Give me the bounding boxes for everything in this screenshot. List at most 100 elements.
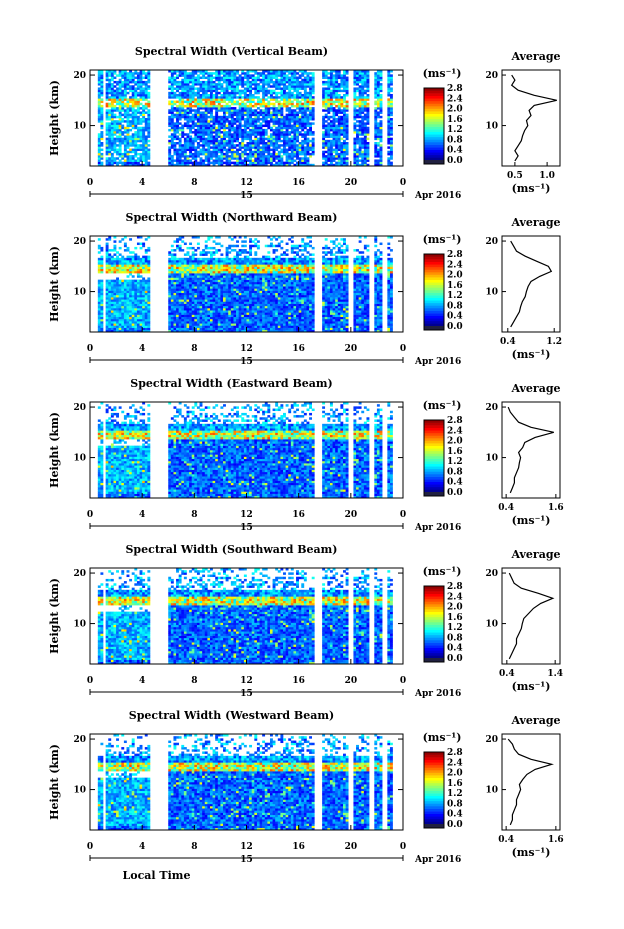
heatmap-cell — [262, 111, 266, 114]
heatmap-cell — [105, 157, 109, 160]
heatmap-cell — [126, 294, 130, 298]
heatmap-cell — [249, 150, 253, 154]
heatmap-cell — [217, 163, 221, 167]
heatmap-cell — [142, 155, 146, 158]
heatmap-cell — [168, 87, 172, 90]
heatmap-cell — [207, 74, 211, 77]
heatmap-cell — [139, 246, 143, 250]
heatmap-cell — [246, 133, 250, 136]
heatmap-cell — [126, 139, 130, 143]
heatmap-cell — [147, 297, 151, 300]
heatmap-cell — [110, 111, 114, 114]
heatmap-cell — [126, 98, 130, 101]
heatmap-cell — [196, 83, 200, 86]
heatmap-cell — [296, 102, 299, 106]
heatmap-cell — [126, 120, 130, 123]
heatmap-cell — [272, 107, 276, 110]
heatmap-cell — [283, 131, 286, 134]
heatmap-cell — [254, 139, 258, 143]
heatmap-cell — [243, 109, 247, 112]
heatmap-cell — [363, 163, 367, 167]
heatmap-cell — [100, 137, 104, 141]
heatmap-cell — [170, 94, 174, 97]
heatmap-cell — [108, 297, 112, 300]
heatmap-cell — [363, 139, 367, 143]
heatmap-cell — [207, 288, 211, 291]
heatmap-cell — [129, 150, 133, 154]
heatmap-cell — [358, 98, 362, 101]
heatmap-cell — [207, 314, 211, 318]
heatmap-cell — [186, 268, 190, 272]
heatmap-cell — [142, 126, 146, 130]
heatmap-cell — [202, 120, 206, 123]
heatmap-cell — [374, 142, 378, 145]
heatmap-cell — [194, 115, 198, 119]
heatmap-cell — [269, 72, 273, 75]
heatmap-cell — [113, 120, 117, 123]
heatmap-cell — [358, 89, 362, 93]
heatmap-cell — [259, 98, 263, 101]
heatmap-cell — [194, 294, 198, 298]
heatmap-cell — [241, 109, 245, 112]
heatmap-cell — [283, 76, 286, 80]
heatmap-cell — [147, 100, 151, 104]
heatmap-cell — [209, 277, 213, 280]
heatmap-cell — [296, 157, 299, 160]
heatmap-cell — [374, 78, 378, 82]
heatmap-cell — [191, 98, 195, 101]
heatmap-cell — [322, 137, 326, 141]
heatmap-cell — [196, 257, 200, 261]
heatmap-cell — [311, 152, 315, 156]
heatmap-cell — [340, 98, 344, 101]
heatmap-cell — [361, 133, 365, 136]
heatmap-cell — [147, 115, 151, 119]
heatmap-cell — [267, 76, 271, 80]
heatmap-cell — [249, 94, 253, 97]
heatmap-cell — [173, 284, 177, 287]
heatmap-cell — [142, 290, 146, 294]
heatmap-cell — [345, 135, 349, 138]
colorbar-floor — [424, 160, 444, 164]
heatmap-cell — [113, 264, 117, 267]
heatmap-cell — [139, 128, 143, 132]
heatmap-cell — [243, 150, 247, 154]
heatmap-cell — [217, 83, 221, 86]
heatmap-cell — [283, 100, 286, 104]
heatmap-cell — [389, 100, 393, 104]
heatmap-cell — [376, 126, 380, 130]
heatmap-cell — [332, 85, 336, 88]
heatmap-cell — [332, 126, 336, 130]
heatmap-cell — [110, 308, 114, 311]
heatmap-cell — [209, 262, 213, 265]
heatmap-cell — [110, 294, 114, 298]
heatmap-cell — [147, 290, 151, 294]
heatmap-cell — [209, 310, 213, 313]
heatmap-cell — [134, 310, 138, 313]
heatmap-cell — [116, 294, 119, 298]
heatmap-cell — [269, 144, 273, 147]
heatmap-cell — [136, 118, 140, 121]
heatmap-cell — [345, 128, 349, 132]
heatmap-cell — [139, 236, 143, 239]
heatmap-cell — [118, 268, 122, 272]
heatmap-cell — [220, 70, 224, 73]
heatmap-cell — [113, 327, 117, 331]
heatmap-cell — [189, 246, 193, 250]
heatmap-cell — [116, 279, 119, 283]
heatmap-cell — [293, 109, 297, 112]
heatmap-cell — [116, 327, 119, 331]
heatmap-cell — [280, 91, 284, 95]
heatmap-cell — [134, 246, 138, 250]
heatmap-cell — [272, 148, 276, 152]
heatmap-cell — [379, 133, 383, 136]
heatmap-cell — [301, 126, 305, 130]
heatmap-cell — [108, 148, 112, 152]
heatmap-cell — [212, 290, 216, 294]
heatmap-cell — [353, 146, 357, 149]
heatmap-cell — [100, 314, 104, 318]
heatmap-cell — [131, 251, 135, 254]
heatmap-cell — [353, 148, 357, 152]
heatmap-cell — [189, 297, 193, 300]
heatmap-cell — [181, 144, 185, 147]
heatmap-cell — [116, 148, 119, 152]
